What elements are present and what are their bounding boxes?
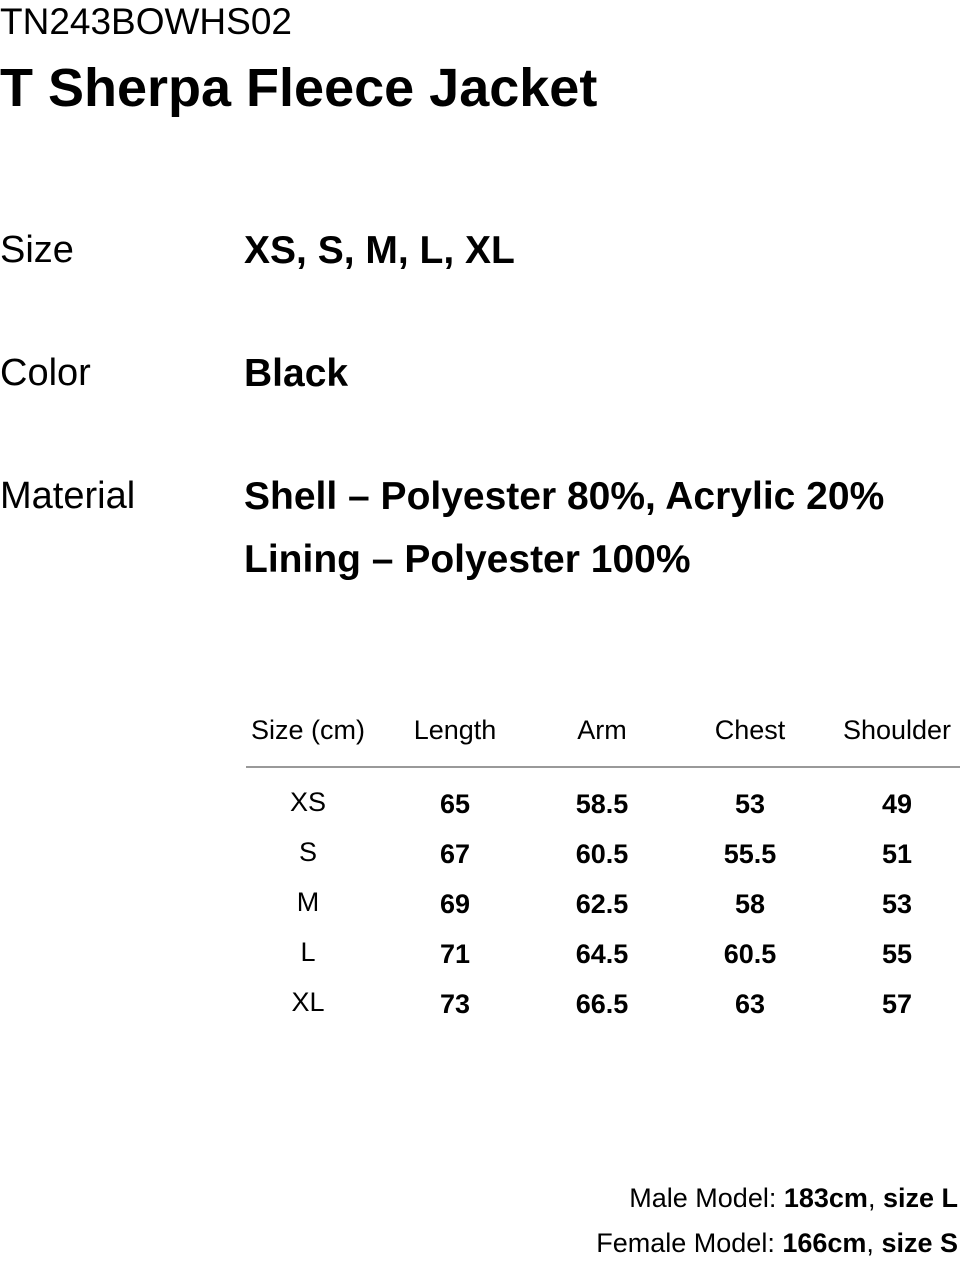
- measurement-cell: 67: [439, 839, 471, 869]
- measurement-cell: 73: [439, 989, 471, 1019]
- measurement-cell: 51: [881, 839, 913, 869]
- size-cell: L: [300, 937, 316, 967]
- measurement-cell: 66.5: [575, 989, 629, 1019]
- column-header: Arm: [577, 715, 627, 745]
- size-cell: M: [296, 887, 320, 917]
- measurement-cell: 69: [439, 889, 471, 919]
- measurement-cell: 53: [734, 789, 766, 819]
- female-model-label: Female Model:: [596, 1228, 775, 1258]
- size-label: Size: [0, 229, 74, 271]
- male-model-label: Male Model:: [629, 1183, 777, 1213]
- measurement-cell: 62.5: [575, 889, 629, 919]
- female-model-size: size S: [881, 1228, 958, 1258]
- male-model-height: 183cm: [783, 1183, 868, 1213]
- material-lining: Lining – Polyester 100%: [244, 538, 691, 581]
- material-label: Material: [0, 475, 136, 517]
- column-header: Size (cm): [251, 715, 365, 745]
- measurement-cell: 57: [881, 989, 913, 1019]
- color-value: Black: [244, 352, 349, 395]
- size-value: XS, S, M, L, XL: [244, 229, 515, 272]
- size-cell: XL: [291, 987, 325, 1017]
- measurement-cell: 55.5: [723, 839, 777, 869]
- male-model-size: size L: [882, 1183, 958, 1213]
- measurement-cell: 60.5: [723, 939, 777, 969]
- table-divider: [246, 766, 960, 768]
- size-cell: XS: [289, 787, 327, 817]
- measurement-cell: 71: [439, 939, 471, 969]
- measurement-cell: 53: [881, 889, 913, 919]
- measurement-cell: 64.5: [575, 939, 629, 969]
- measurement-cell: 49: [881, 789, 913, 819]
- size-cell: S: [298, 837, 317, 867]
- column-header: Shoulder: [842, 715, 952, 745]
- measurement-cell: 55: [881, 939, 913, 969]
- measurement-cell: 63: [734, 989, 766, 1019]
- material-shell: Shell – Polyester 80%, Acrylic 20%: [244, 475, 885, 518]
- product-code: TN243BOWHS02: [0, 1, 292, 42]
- column-header: Chest: [714, 715, 786, 745]
- female-model-separator: ,: [866, 1228, 874, 1258]
- column-header: Length: [413, 715, 497, 745]
- male-model-separator: ,: [867, 1183, 876, 1213]
- measurement-cell: 58: [734, 889, 766, 919]
- table-row: S 67 60.5 55.5 51: [246, 832, 960, 882]
- female-model-note: Female Model: 166cm, size S: [596, 1223, 958, 1263]
- table-row: M 69 62.5 58 53: [246, 882, 960, 932]
- measurement-cell: 58.5: [575, 789, 629, 819]
- male-model-note: Male Model: 183cm, size L: [629, 1178, 958, 1218]
- measurement-cell: 60.5: [575, 839, 629, 869]
- table-row: XS 65 58.5 53 49: [246, 782, 960, 832]
- measurement-cell: 65: [439, 789, 471, 819]
- color-label: Color: [0, 352, 91, 394]
- size-table-body: XS 65 58.5 53 49 S 67 60.5 55.5 51 M 69 62.5 58 53 L 71 6…: [246, 782, 960, 1032]
- product-title: T Sherpa Fleece Jacket: [0, 58, 598, 118]
- table-row: L 71 64.5 60.5 55: [246, 932, 960, 982]
- table-row: XL 73 66.5 63 57: [246, 982, 960, 1032]
- female-model-height: 166cm: [782, 1228, 867, 1258]
- size-table-header: Size (cm) Length Arm Chest Shoulder: [246, 708, 960, 752]
